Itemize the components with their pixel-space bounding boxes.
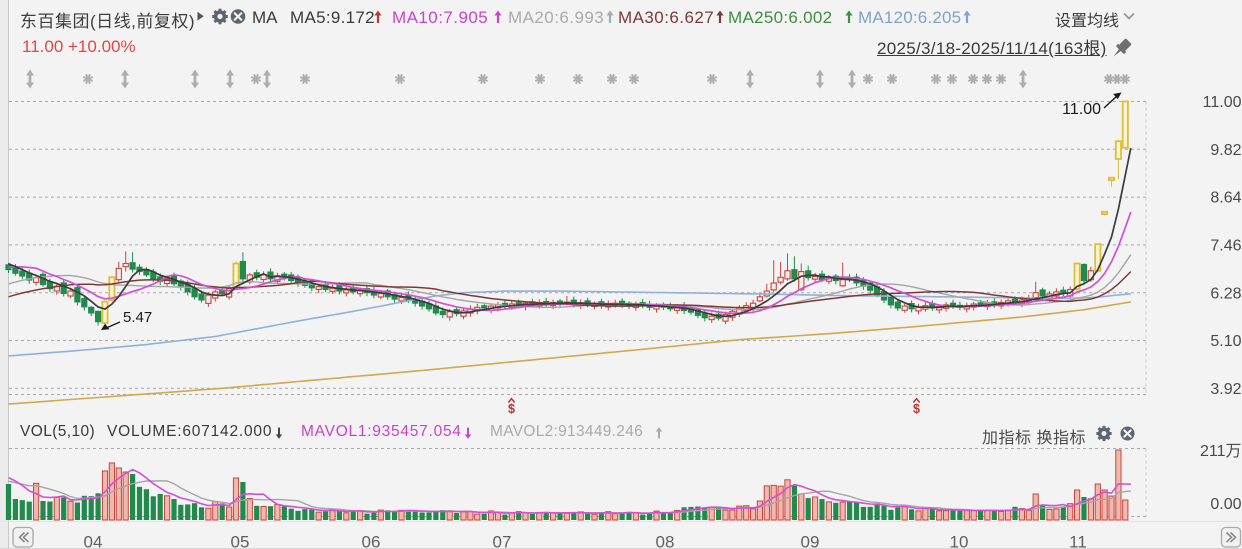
svg-text:10: 10 xyxy=(950,533,969,549)
svg-text:06: 06 xyxy=(362,533,381,549)
svg-text:211万: 211万 xyxy=(1200,443,1242,460)
svg-text:9.82: 9.82 xyxy=(1210,142,1241,159)
svg-text:$: $ xyxy=(913,402,920,416)
svg-text:04: 04 xyxy=(84,533,103,549)
svg-text:09: 09 xyxy=(801,533,820,549)
svg-text:0.00: 0.00 xyxy=(1210,496,1241,513)
svg-text:3.92: 3.92 xyxy=(1210,381,1241,398)
svg-text:5.10: 5.10 xyxy=(1210,333,1241,350)
svg-text:8.64: 8.64 xyxy=(1210,190,1241,207)
svg-text:05: 05 xyxy=(231,533,250,549)
svg-text:11.00: 11.00 xyxy=(1203,94,1242,111)
svg-text:07: 07 xyxy=(493,533,512,549)
svg-text:11: 11 xyxy=(1069,533,1087,549)
svg-text:6.28: 6.28 xyxy=(1210,285,1241,302)
svg-text:$: $ xyxy=(508,402,515,416)
svg-text:5.47: 5.47 xyxy=(123,309,152,326)
svg-text:7.46: 7.46 xyxy=(1210,238,1241,255)
svg-text:11.00: 11.00 xyxy=(1062,101,1101,118)
svg-text:08: 08 xyxy=(656,533,675,549)
